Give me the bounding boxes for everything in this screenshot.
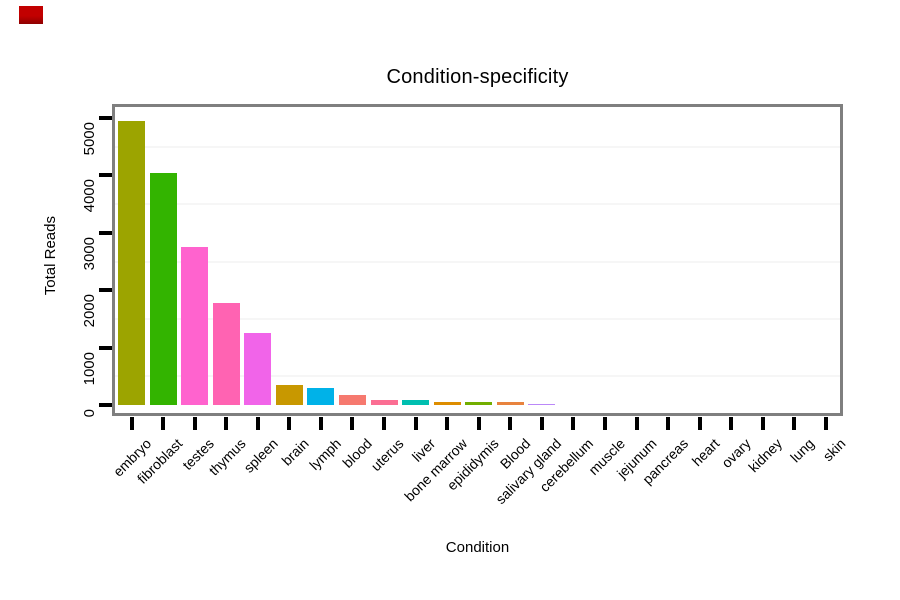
bar-epididymis — [465, 402, 493, 405]
bar-liver — [402, 400, 430, 405]
y-tick-label: 4000 — [81, 179, 98, 213]
x-tick-label: lymph — [305, 435, 344, 474]
x-tick — [697, 417, 702, 430]
x-tick-label: kidney — [745, 435, 786, 476]
x-tick — [539, 417, 544, 430]
bar-testes — [181, 246, 209, 405]
bar-spleen — [244, 333, 272, 405]
bar-lymph — [307, 387, 335, 405]
gridline — [115, 375, 840, 378]
y-tick-label: 0 — [81, 409, 98, 418]
bar-embryo — [118, 121, 145, 405]
x-tick — [318, 417, 323, 430]
x-axis-title: Condition — [445, 539, 510, 556]
x-tick — [382, 417, 387, 430]
x-tick — [729, 417, 734, 430]
y-tick — [99, 403, 112, 407]
red-marker — [19, 6, 43, 24]
x-tick-label: skin — [819, 435, 849, 465]
x-tick — [634, 417, 639, 430]
chart-title: Condition-specificity — [386, 66, 569, 88]
x-tick-label: brain — [278, 435, 312, 469]
y-tick — [99, 173, 112, 178]
bar-brain — [275, 385, 303, 405]
y-tick — [99, 345, 112, 350]
x-tick — [476, 417, 481, 430]
x-tick — [129, 417, 134, 430]
x-tick-label: spleen — [239, 435, 281, 476]
y-tick — [99, 288, 112, 293]
y-tick — [99, 116, 112, 120]
x-tick — [161, 417, 166, 430]
x-tick — [760, 417, 765, 430]
x-tick-label: heart — [688, 435, 723, 470]
plot-panel — [112, 104, 843, 416]
x-tick — [255, 417, 260, 430]
x-tick-label: uterus — [367, 435, 407, 475]
gridline — [115, 317, 840, 320]
bar-blood — [496, 402, 524, 405]
x-tick — [571, 417, 576, 430]
x-tick — [603, 417, 608, 430]
x-tick — [192, 417, 197, 430]
bar-fibroblast — [149, 173, 177, 405]
x-tick — [287, 417, 292, 430]
x-tick-label: lung — [787, 435, 818, 466]
x-tick — [666, 417, 671, 430]
y-tick-label: 1000 — [81, 351, 98, 385]
x-tick — [224, 417, 229, 430]
x-tick — [445, 417, 450, 430]
x-tick — [792, 417, 797, 430]
bar-thymus — [212, 302, 240, 405]
x-tick — [350, 417, 355, 430]
y-tick-label: 3000 — [81, 236, 98, 271]
x-tick — [508, 417, 513, 430]
gridline — [115, 260, 840, 263]
x-tick — [824, 417, 829, 430]
bar-salivary-gland — [528, 403, 556, 405]
gridline — [115, 203, 840, 206]
y-tick-label: 5000 — [81, 122, 98, 156]
bar-blood — [338, 395, 366, 405]
bar-bone-marrow — [433, 401, 461, 405]
y-axis-title: Total Reads — [42, 216, 59, 296]
gridline — [115, 145, 840, 148]
bar-uterus — [370, 399, 398, 405]
y-tick — [99, 230, 112, 235]
x-tick — [413, 417, 418, 430]
y-tick-label: 2000 — [81, 294, 98, 328]
